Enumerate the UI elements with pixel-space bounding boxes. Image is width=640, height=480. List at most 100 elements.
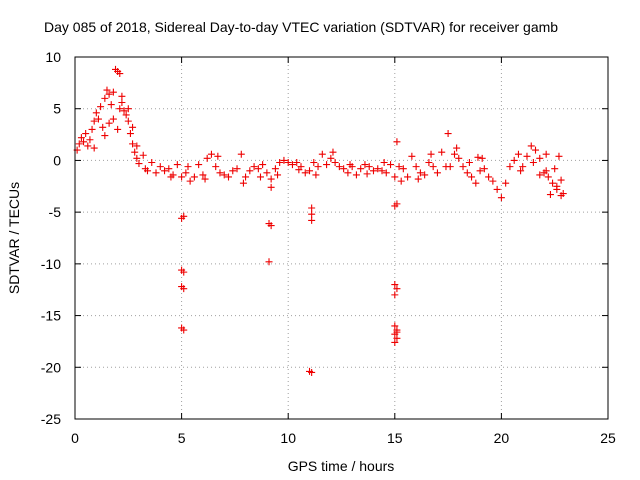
y-tick-label: 0 xyxy=(53,152,61,168)
data-point xyxy=(517,167,525,175)
data-point xyxy=(190,173,198,181)
data-point xyxy=(391,281,399,289)
x-tick-label: 5 xyxy=(178,430,186,446)
data-point xyxy=(184,163,192,171)
data-point xyxy=(559,190,567,198)
data-point xyxy=(542,167,550,175)
data-point xyxy=(80,138,88,146)
data-point xyxy=(118,92,126,100)
data-point xyxy=(542,150,550,158)
data-point xyxy=(544,173,552,181)
data-point xyxy=(109,88,117,96)
data-point xyxy=(237,150,245,158)
data-point xyxy=(126,130,134,138)
plot-frame xyxy=(74,56,609,420)
data-point xyxy=(506,163,514,171)
data-point xyxy=(429,163,437,171)
data-point xyxy=(139,151,147,159)
grid-lines xyxy=(75,57,608,419)
data-point xyxy=(92,109,100,117)
data-point xyxy=(472,179,480,187)
data-point xyxy=(391,338,399,346)
data-point xyxy=(133,154,141,162)
data-point xyxy=(529,158,537,166)
data-point xyxy=(122,111,130,119)
y-tick-label: -15 xyxy=(41,308,61,324)
data-point xyxy=(476,167,484,175)
data-point xyxy=(75,140,83,148)
data-point xyxy=(276,158,284,166)
data-point xyxy=(308,216,316,224)
data-point xyxy=(199,171,207,179)
data-point xyxy=(480,165,488,173)
data-point xyxy=(220,171,228,179)
data-point xyxy=(280,156,288,164)
x-tick-label: 10 xyxy=(280,430,296,446)
data-point xyxy=(152,169,160,177)
data-point xyxy=(502,179,510,187)
data-point xyxy=(288,161,296,169)
data-point xyxy=(295,166,303,174)
data-point xyxy=(527,142,535,150)
data-point xyxy=(425,158,433,166)
data-point xyxy=(510,156,518,164)
data-point xyxy=(312,171,320,179)
data-point xyxy=(551,165,559,173)
data-point xyxy=(391,322,399,330)
data-point xyxy=(549,179,557,187)
data-point xyxy=(103,86,111,94)
data-point xyxy=(380,158,388,166)
data-point xyxy=(271,165,279,173)
data-point xyxy=(105,119,113,127)
data-point xyxy=(84,142,92,150)
data-point xyxy=(116,70,124,78)
data-point xyxy=(267,183,275,191)
data-point xyxy=(536,171,544,179)
data-point xyxy=(301,169,309,177)
data-point xyxy=(242,173,250,181)
data-point xyxy=(408,152,416,160)
data-point xyxy=(459,163,467,171)
data-point xyxy=(124,105,132,113)
y-tick-label: -10 xyxy=(41,256,61,272)
data-point xyxy=(369,167,377,175)
data-point xyxy=(331,158,339,166)
data-point xyxy=(101,132,109,140)
data-point xyxy=(397,177,405,185)
data-point xyxy=(263,169,271,177)
data-point xyxy=(267,175,275,183)
data-point xyxy=(395,163,403,171)
y-tick-label: -20 xyxy=(41,359,61,375)
data-point xyxy=(485,173,493,181)
x-axis-label: GPS time / hours xyxy=(288,458,395,474)
data-point xyxy=(468,173,476,181)
data-point xyxy=(474,153,482,161)
data-point xyxy=(180,212,188,220)
data-point xyxy=(156,163,164,171)
data-point xyxy=(357,165,365,173)
x-tick-label: 15 xyxy=(387,430,403,446)
data-point xyxy=(444,130,452,138)
data-point xyxy=(308,210,316,218)
data-point xyxy=(99,123,107,131)
data-point xyxy=(124,117,132,125)
data-point xyxy=(116,105,124,113)
data-point xyxy=(141,165,149,173)
data-point xyxy=(478,154,486,162)
data-point xyxy=(212,163,220,171)
data-point xyxy=(532,146,540,154)
data-point xyxy=(393,334,401,342)
data-point xyxy=(329,148,337,156)
data-point xyxy=(393,285,401,293)
y-tick-label: 5 xyxy=(53,101,61,117)
axis-ticks xyxy=(74,56,609,420)
data-point xyxy=(536,154,544,162)
data-point xyxy=(216,169,224,177)
data-point xyxy=(114,125,122,133)
data-point xyxy=(378,167,386,175)
data-point xyxy=(344,169,352,177)
data-point xyxy=(546,191,554,199)
data-point xyxy=(553,182,561,190)
data-point xyxy=(239,179,247,187)
data-point xyxy=(129,123,137,131)
